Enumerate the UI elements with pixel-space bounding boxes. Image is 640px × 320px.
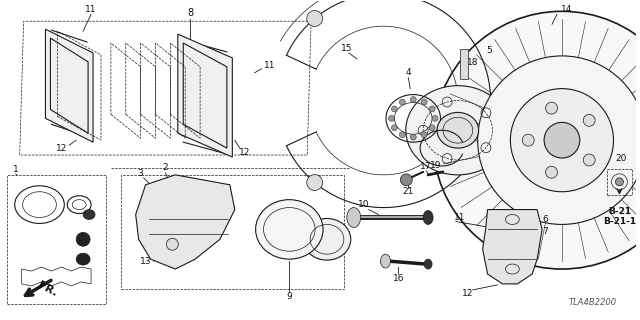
Text: 10: 10	[358, 200, 369, 209]
Circle shape	[399, 132, 405, 138]
Text: 12: 12	[239, 148, 250, 156]
Ellipse shape	[83, 210, 95, 220]
Circle shape	[583, 115, 595, 126]
Ellipse shape	[76, 232, 90, 246]
Circle shape	[421, 99, 427, 105]
Ellipse shape	[406, 86, 510, 175]
Text: 12: 12	[462, 289, 474, 298]
Text: 5: 5	[486, 46, 492, 55]
Text: 19: 19	[430, 162, 442, 171]
Polygon shape	[51, 38, 88, 133]
Text: 17: 17	[420, 163, 432, 172]
Circle shape	[433, 11, 640, 269]
Text: B-21-1: B-21-1	[603, 217, 636, 226]
Circle shape	[401, 174, 412, 186]
Circle shape	[510, 89, 614, 192]
Text: 2: 2	[163, 164, 168, 172]
Circle shape	[429, 106, 435, 112]
Circle shape	[166, 238, 179, 250]
Circle shape	[388, 116, 394, 121]
Ellipse shape	[76, 253, 90, 265]
Polygon shape	[483, 210, 542, 284]
Polygon shape	[183, 43, 227, 148]
Ellipse shape	[347, 208, 361, 228]
Polygon shape	[136, 175, 235, 269]
Text: 16: 16	[392, 275, 404, 284]
Bar	[607, 169, 632, 195]
Text: 4: 4	[406, 68, 411, 77]
Text: 20: 20	[616, 154, 627, 163]
Circle shape	[421, 132, 427, 138]
Text: 15: 15	[341, 44, 353, 53]
Text: 9: 9	[287, 292, 292, 301]
Text: 14: 14	[561, 5, 573, 14]
Text: 11: 11	[454, 213, 465, 222]
Circle shape	[545, 102, 557, 114]
Circle shape	[583, 154, 595, 166]
Bar	[7, 175, 106, 304]
Text: 11: 11	[85, 5, 97, 14]
Circle shape	[522, 134, 534, 146]
Circle shape	[545, 166, 557, 178]
Text: 18: 18	[467, 58, 479, 67]
Text: FR.: FR.	[36, 280, 59, 298]
Text: 6: 6	[542, 215, 548, 224]
Polygon shape	[178, 34, 232, 157]
Text: 13: 13	[140, 257, 151, 266]
Circle shape	[544, 122, 580, 158]
Circle shape	[477, 56, 640, 224]
Ellipse shape	[437, 112, 479, 148]
Text: B-21: B-21	[608, 207, 631, 216]
Ellipse shape	[423, 211, 433, 224]
Text: 21: 21	[403, 187, 414, 196]
Text: 11: 11	[264, 61, 275, 70]
Text: 7: 7	[542, 227, 548, 236]
Circle shape	[432, 116, 438, 121]
Circle shape	[410, 97, 416, 102]
Text: 1: 1	[13, 165, 19, 174]
Text: 3: 3	[138, 169, 143, 178]
Bar	[121, 175, 344, 289]
Ellipse shape	[303, 219, 351, 260]
Circle shape	[429, 125, 435, 131]
Polygon shape	[45, 29, 93, 142]
Circle shape	[307, 11, 323, 27]
Text: TLA4B2200: TLA4B2200	[568, 298, 616, 307]
Circle shape	[392, 106, 397, 112]
Circle shape	[410, 134, 416, 140]
Ellipse shape	[424, 259, 432, 269]
Ellipse shape	[381, 254, 390, 268]
Text: 12: 12	[56, 144, 67, 153]
Circle shape	[616, 178, 623, 186]
Text: 8: 8	[187, 8, 193, 18]
Circle shape	[392, 125, 397, 131]
Circle shape	[399, 99, 405, 105]
Ellipse shape	[255, 200, 323, 259]
Circle shape	[307, 175, 323, 190]
Bar	[460, 49, 468, 79]
